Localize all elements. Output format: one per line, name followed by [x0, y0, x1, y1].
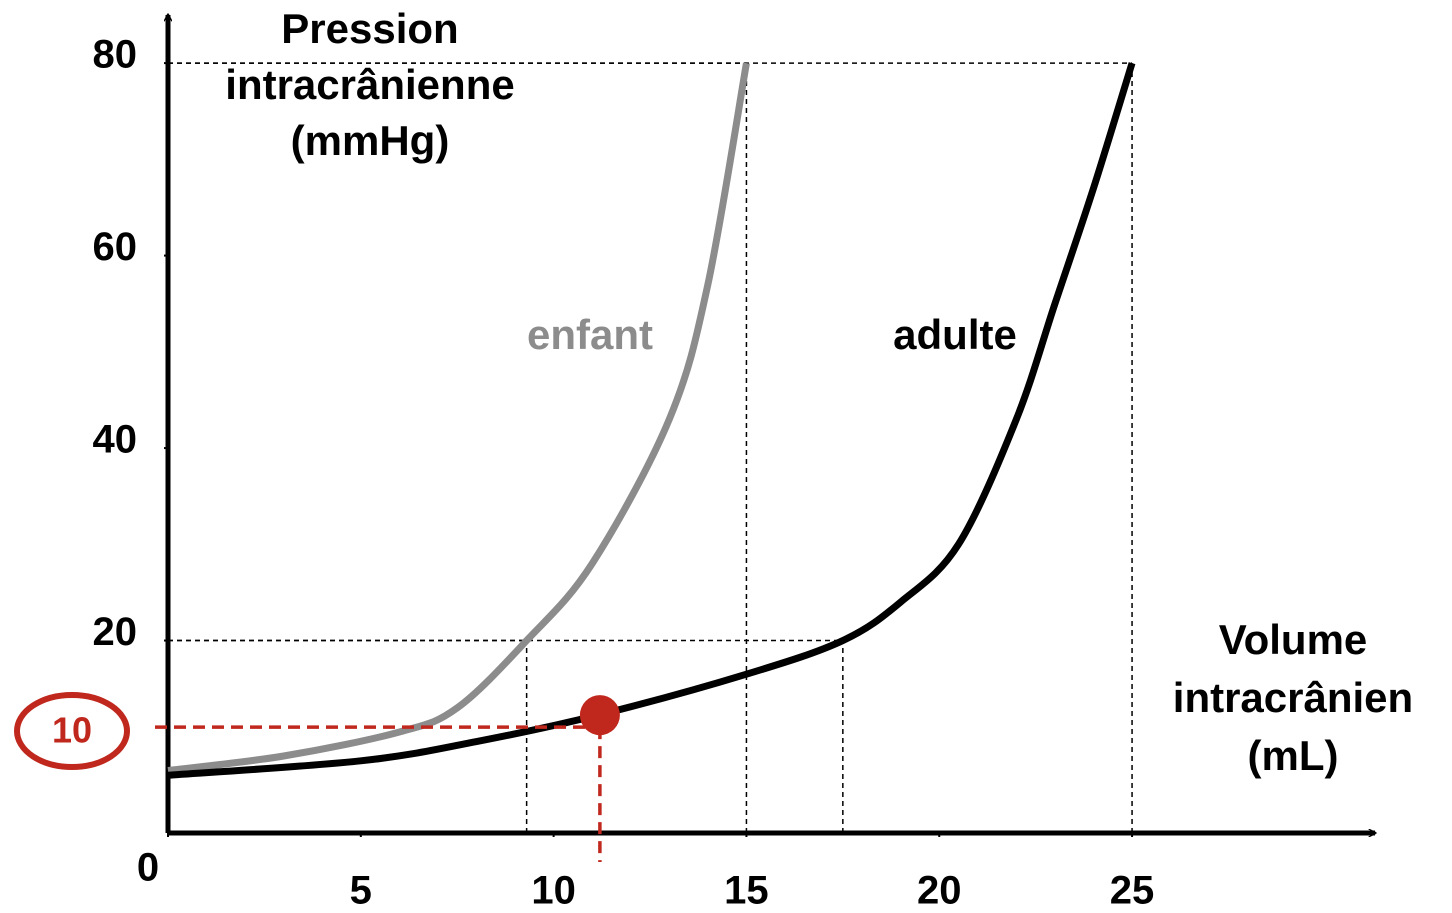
x-axis-title-line: (mL) — [1248, 732, 1339, 779]
annotation-circle — [14, 692, 130, 770]
x-axis-title: Volume intracrânien (mL) — [1173, 616, 1413, 779]
line-series — [167, 62, 1136, 779]
y-tick-label: 20 — [93, 610, 138, 654]
line-series — [167, 62, 750, 774]
x-tick-label: 20 — [917, 869, 962, 913]
x-axis-title-line: Volume — [1219, 616, 1368, 663]
series-label: adulte — [893, 311, 1017, 358]
y-axis-title-line: (mmHg) — [291, 117, 450, 164]
y-tick-label: 40 — [93, 418, 138, 462]
series-label: enfant — [527, 311, 653, 358]
y-axis-title-line: Pression — [281, 5, 458, 52]
x-tick-label: 10 — [531, 869, 576, 913]
x-axis-title-line: intracrânien — [1173, 674, 1413, 721]
x-tick-label: 0 — [137, 846, 159, 890]
x-tick-label: 25 — [1110, 869, 1155, 913]
y-tick-label: 60 — [93, 225, 138, 269]
y-axis-title-line: intracrânienne — [225, 61, 514, 108]
y-axis-title: Pression intracrânienne (mmHg) — [225, 5, 514, 164]
x-tick-label: 15 — [724, 869, 769, 913]
annotation-point — [579, 695, 620, 736]
annotation-label: 10 — [52, 710, 92, 751]
y-tick-label: 80 — [93, 33, 138, 77]
x-tick-label: 5 — [350, 869, 372, 913]
